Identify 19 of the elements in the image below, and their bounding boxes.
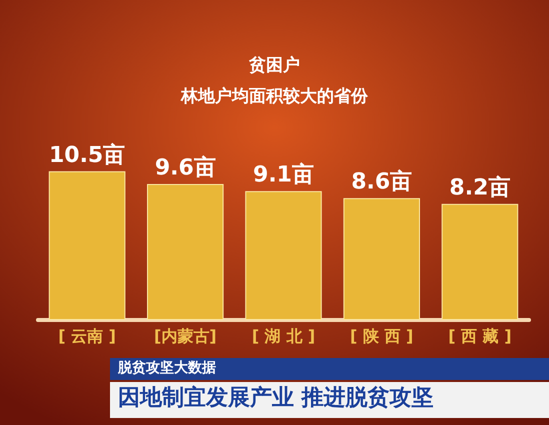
- text: 脱贫攻坚大数据: [117, 360, 216, 376]
- bar: [48, 171, 126, 320]
- x-tick-label: [ 云南 ]: [58, 326, 116, 346]
- bar: [343, 198, 420, 320]
- x-tick-label: [ 陕 西 ]: [350, 326, 414, 346]
- data-label: 10.5亩: [48, 142, 126, 168]
- chart-title: 贫困户: [248, 56, 300, 76]
- x-tick-label: [内蒙古]: [154, 326, 217, 346]
- x-tick-label: [ 西 藏 ]: [448, 326, 512, 346]
- data-label: 9.1亩: [253, 162, 314, 188]
- chart-subtitle: 林地户均面积较大的省份: [180, 86, 369, 106]
- x-tick-label: [ 湖 北 ]: [252, 326, 316, 346]
- data-label: 8.2亩: [449, 174, 510, 200]
- bar: [147, 184, 224, 320]
- text: 因地制宜发展产业 推进脱贫攻坚: [118, 384, 434, 410]
- data-label: 8.6亩: [351, 168, 412, 195]
- bar: [442, 204, 518, 320]
- data-label: 9.6亩: [154, 154, 216, 180]
- bar: [245, 191, 322, 320]
